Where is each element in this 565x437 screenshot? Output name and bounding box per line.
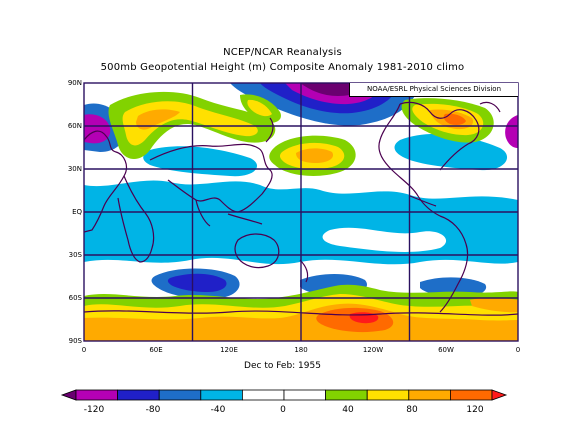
colorbar-tick-label: 80	[406, 405, 418, 415]
period-label: Dec to Feb: 1955	[244, 361, 321, 371]
lon-label: 60W	[438, 346, 454, 354]
lon-label: 120E	[220, 346, 238, 354]
lon-label: 0	[81, 346, 87, 354]
colorbar-swatch	[200, 389, 243, 401]
lon-label: 180	[294, 346, 308, 354]
lat-label: 90N	[67, 79, 82, 87]
colorbar-min-arrow	[60, 389, 77, 401]
colorbar-swatch	[408, 389, 451, 401]
colorbar-swatch	[117, 389, 160, 401]
lat-label: EQ	[72, 208, 82, 216]
colorbar-swatch	[75, 389, 118, 401]
colorbar-max-arrow	[491, 389, 508, 401]
pacific-high-orange	[296, 148, 334, 163]
map-frame	[83, 82, 519, 342]
antarctic-high-west-orange	[84, 323, 150, 337]
europe-low-purple	[84, 114, 111, 144]
colorbar-tick-label: -40	[210, 405, 226, 415]
colorbar-tick-label: 40	[342, 405, 354, 415]
antarctic-high-east-orange	[470, 297, 518, 313]
chart-title: NCEP/NCAR Reanalysis	[223, 47, 342, 58]
colorbar-swatch	[241, 389, 285, 401]
colorbar-swatch	[283, 389, 326, 401]
colorbar-swatch	[325, 389, 368, 401]
ural-high-orange	[136, 109, 180, 130]
weak-low-north-atlantic	[394, 133, 508, 171]
colorbar-swatch	[449, 389, 493, 401]
colorbar-swatch	[158, 389, 202, 401]
lon-label: 120W	[362, 346, 384, 354]
lat-label: 30S	[68, 251, 82, 259]
lat-label: 60S	[68, 294, 82, 302]
colorbar-tick-label: -120	[83, 405, 105, 415]
colorbar-tick-label: -80	[145, 405, 161, 415]
neutral-patch-tropics	[322, 227, 447, 252]
chart-subtitle: 500mb Geopotential Height (m) Composite …	[100, 62, 465, 73]
credit-label: NOAA/ESRL Physical Sciences Division	[349, 83, 518, 97]
graticule	[84, 83, 518, 341]
lat-label: 30N	[67, 165, 82, 173]
colorbar-tick-label: 120	[466, 405, 484, 415]
colorbar-tick-label: 0	[280, 405, 286, 415]
greenland-high-core	[443, 113, 466, 125]
south-indian-low-navy	[167, 273, 227, 292]
lon-label: 0	[515, 346, 521, 354]
lat-label: 60N	[67, 122, 82, 130]
colorbar-swatch	[366, 389, 410, 401]
anomaly-field	[84, 83, 518, 341]
europe-low-east-edge	[505, 115, 518, 148]
alaska-high-yellow	[247, 99, 272, 117]
lon-label: 60E	[149, 346, 163, 354]
lat-label: 90S	[68, 337, 82, 345]
